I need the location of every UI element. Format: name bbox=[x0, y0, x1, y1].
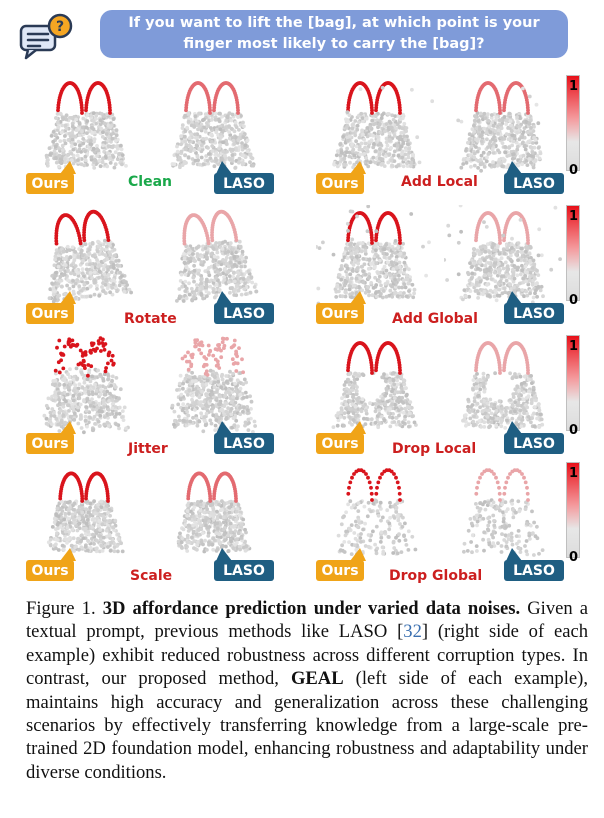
laso-tag: LASO bbox=[504, 548, 564, 581]
point-cloud-laso bbox=[154, 75, 272, 179]
point-cloud-laso bbox=[444, 75, 562, 179]
caption-figure-number: Figure 1. bbox=[26, 598, 96, 619]
caption-text-2: ] (right side of each example) exhibit r… bbox=[26, 621, 588, 690]
colorbar-min-label: 0 bbox=[569, 163, 579, 178]
point-cloud-laso bbox=[442, 203, 562, 309]
colorbar-min-label: 0 bbox=[569, 293, 579, 308]
point-cloud-laso bbox=[154, 205, 272, 309]
condition-label: Drop Global bbox=[389, 568, 483, 584]
condition-label: Add Global bbox=[392, 311, 478, 327]
colorbar-min-label: 0 bbox=[569, 550, 579, 565]
point-cloud-laso bbox=[444, 335, 562, 439]
prompt-text: If you want to lift the [bag], at which … bbox=[128, 15, 540, 52]
colorbar-max-label: 1 bbox=[569, 209, 579, 224]
condition-label: Clean bbox=[128, 174, 172, 190]
point-cloud-ours bbox=[26, 462, 144, 566]
laso-tag: LASO bbox=[214, 291, 274, 324]
colorbar-max-label: 1 bbox=[569, 466, 579, 481]
point-cloud-ours bbox=[26, 75, 144, 179]
laso-tag: LASO bbox=[504, 161, 564, 194]
condition-label: Scale bbox=[130, 568, 173, 584]
point-cloud-laso bbox=[154, 462, 272, 566]
ours-tag: Ours bbox=[316, 161, 366, 194]
ours-tag: Ours bbox=[26, 291, 76, 324]
figure-caption: Figure 1. 3D affordance prediction under… bbox=[26, 597, 588, 784]
laso-tag: LASO bbox=[214, 161, 274, 194]
point-cloud-ours bbox=[316, 75, 435, 179]
ours-tag: Ours bbox=[316, 548, 366, 581]
caption-reference[interactable]: 32 bbox=[403, 621, 422, 643]
colorbar-max-label: 1 bbox=[569, 79, 579, 94]
prompt-bubble: If you want to lift the [bag], at which … bbox=[100, 10, 568, 58]
condition-label: Add Local bbox=[401, 174, 478, 190]
point-cloud-laso bbox=[154, 335, 272, 439]
ours-tag: Ours bbox=[26, 548, 76, 581]
colorbar-min-label: 0 bbox=[569, 423, 579, 438]
condition-label: Drop Local bbox=[392, 441, 477, 457]
colorbar bbox=[566, 205, 580, 301]
ours-tag: Ours bbox=[316, 421, 366, 454]
caption-method-name: GEAL bbox=[290, 668, 344, 690]
caption-title: 3D affordance prediction under varied da… bbox=[102, 598, 521, 619]
point-cloud-ours bbox=[26, 335, 144, 439]
laso-tag: LASO bbox=[504, 291, 564, 324]
laso-tag: LASO bbox=[214, 548, 274, 581]
condition-label: Rotate bbox=[124, 311, 177, 327]
point-cloud-ours bbox=[316, 335, 434, 439]
colorbar bbox=[566, 75, 580, 171]
colorbar-max-label: 1 bbox=[569, 339, 579, 354]
point-cloud-ours bbox=[314, 204, 434, 309]
laso-tag: LASO bbox=[504, 421, 564, 454]
ours-tag: Ours bbox=[26, 161, 76, 194]
laso-tag: LASO bbox=[214, 421, 274, 454]
colorbar bbox=[566, 335, 580, 431]
point-cloud-ours bbox=[316, 462, 434, 566]
condition-label: Jitter bbox=[128, 441, 168, 457]
caption-text-1: Given a textual prompt, previous methods… bbox=[26, 598, 589, 643]
chat-question-icon: ? bbox=[19, 13, 73, 60]
point-cloud-ours bbox=[26, 205, 144, 309]
svg-text:?: ? bbox=[56, 19, 64, 35]
colorbar bbox=[566, 462, 580, 558]
point-cloud-laso bbox=[444, 462, 562, 566]
caption-text-3: (left side of each example), maintains h… bbox=[26, 668, 588, 783]
ours-tag: Ours bbox=[26, 421, 76, 454]
ours-tag: Ours bbox=[316, 291, 366, 324]
